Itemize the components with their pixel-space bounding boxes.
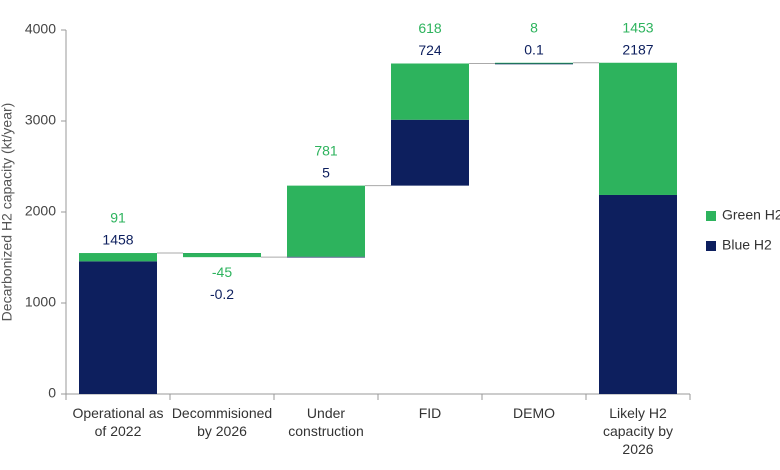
bar-segment bbox=[79, 253, 157, 262]
y-axis-label: Decarbonized H2 capacity (kt/year) bbox=[0, 103, 15, 322]
bar-segment bbox=[79, 261, 157, 394]
x-tick-label: Likely H2 capacity by 2026 bbox=[602, 405, 674, 457]
value-label: 618 bbox=[418, 20, 442, 36]
bar-segment bbox=[495, 62, 573, 64]
value-label: 781 bbox=[314, 142, 338, 158]
value-label: 8 bbox=[530, 19, 538, 35]
value-label: 1453 bbox=[622, 19, 653, 35]
value-label: -45 bbox=[212, 264, 232, 280]
value-label: 91 bbox=[110, 210, 126, 226]
value-label: 5 bbox=[322, 164, 330, 180]
legend-label: Blue H2 bbox=[722, 237, 772, 253]
y-tick-label: 3000 bbox=[25, 112, 56, 128]
value-label: -0.2 bbox=[210, 286, 234, 302]
y-tick-label: 1000 bbox=[25, 294, 56, 310]
bar-segment bbox=[599, 62, 677, 195]
y-tick-label: 2000 bbox=[25, 203, 56, 219]
x-tick-label: Operational as of 2022 bbox=[72, 405, 164, 439]
value-label: 724 bbox=[418, 42, 442, 58]
x-tick-label: FID bbox=[418, 405, 442, 421]
y-tick-label: 0 bbox=[48, 385, 56, 401]
bar-segment bbox=[599, 194, 677, 394]
bar-segment bbox=[391, 119, 469, 186]
legend-label: Green H2 bbox=[722, 207, 780, 223]
x-tick-label: Under construction bbox=[288, 405, 364, 439]
x-tick-label: DEMO bbox=[513, 405, 555, 421]
legend-swatch bbox=[706, 211, 716, 221]
value-label: 2187 bbox=[622, 41, 653, 57]
bar-segment bbox=[287, 256, 365, 258]
x-tick-label: Decommisioned by 2026 bbox=[171, 405, 273, 439]
value-label: 0.1 bbox=[524, 41, 544, 57]
value-label: 1458 bbox=[102, 232, 133, 248]
y-tick-label: 4000 bbox=[25, 21, 56, 37]
legend-swatch bbox=[706, 241, 716, 251]
bar-segment bbox=[287, 185, 365, 257]
bar-segment bbox=[391, 63, 469, 120]
bar-segment bbox=[495, 63, 573, 65]
bar-segment bbox=[183, 253, 261, 258]
